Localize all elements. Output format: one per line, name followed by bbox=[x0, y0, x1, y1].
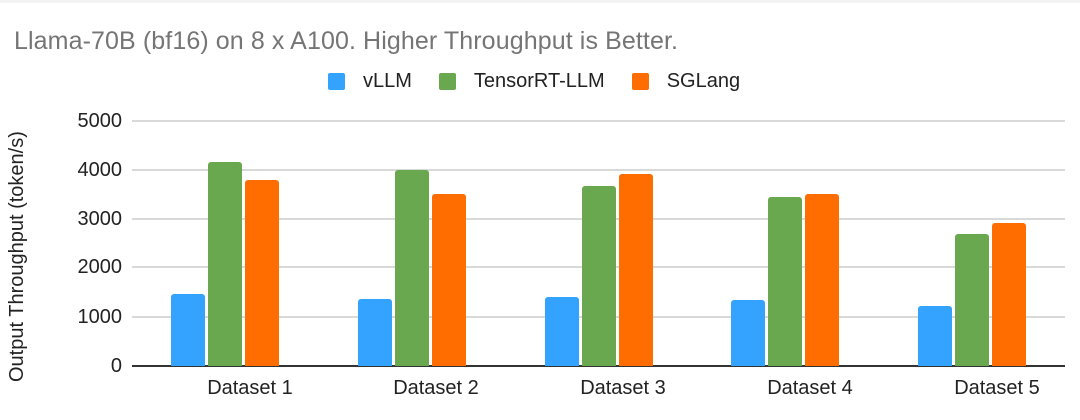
x-tick: Dataset 5 bbox=[954, 377, 1040, 399]
legend-item-tensorrt-llm[interactable]: TensorRT-LLM bbox=[438, 70, 605, 93]
x-tick: Dataset 3 bbox=[580, 377, 666, 399]
x-tick: Dataset 4 bbox=[767, 377, 853, 399]
bar-tensorrt-llm-dataset-3[interactable] bbox=[581, 186, 616, 366]
bar-vllm-dataset-2[interactable] bbox=[357, 298, 392, 366]
bar-sglang-dataset-2[interactable] bbox=[431, 194, 466, 366]
x-tick: Dataset 1 bbox=[207, 377, 293, 399]
bar-tensorrt-llm-dataset-2[interactable] bbox=[394, 170, 429, 366]
y-tick: 5000 bbox=[77, 110, 123, 132]
bar-vllm-dataset-3[interactable] bbox=[544, 296, 579, 366]
x-axis-line bbox=[132, 365, 1065, 367]
y-axis-label: Output Throughput (token/s) bbox=[6, 131, 28, 382]
bar-vllm-dataset-4[interactable] bbox=[731, 299, 766, 366]
bar-tensorrt-llm-dataset-4[interactable] bbox=[768, 196, 803, 366]
legend-swatch-tensorrt-llm bbox=[438, 73, 456, 90]
gridline bbox=[132, 169, 1065, 171]
legend-item-sglang[interactable]: SGLang bbox=[631, 70, 741, 93]
bar-tensorrt-llm-dataset-5[interactable] bbox=[954, 233, 989, 366]
bar-sglang-dataset-3[interactable] bbox=[618, 173, 653, 366]
bar-sglang-dataset-1[interactable] bbox=[245, 179, 280, 366]
legend-label: TensorRT-LLM bbox=[473, 70, 605, 92]
y-tick: 4000 bbox=[77, 159, 123, 181]
bar-sglang-dataset-4[interactable] bbox=[805, 194, 840, 366]
legend-swatch-vllm bbox=[328, 73, 345, 90]
y-tick: 3000 bbox=[77, 208, 123, 230]
bar-vllm-dataset-1[interactable] bbox=[171, 293, 206, 366]
x-tick: Dataset 2 bbox=[393, 377, 479, 399]
bar-vllm-dataset-5[interactable] bbox=[917, 306, 952, 366]
bar-sglang-dataset-5[interactable] bbox=[991, 222, 1026, 366]
legend: vLLM TensorRT-LLM SGLang bbox=[328, 70, 767, 93]
top-border bbox=[0, 0, 1080, 3]
gridline bbox=[132, 120, 1065, 122]
y-tick: 1000 bbox=[77, 306, 123, 328]
legend-item-vllm[interactable]: vLLM bbox=[328, 70, 412, 93]
bar-tensorrt-llm-dataset-1[interactable] bbox=[208, 162, 243, 366]
legend-swatch-sglang bbox=[631, 73, 649, 90]
chart-title: Llama-70B (bf16) on 8 x A100. Higher Thr… bbox=[14, 27, 679, 55]
legend-label: vLLM bbox=[363, 70, 412, 92]
legend-label: SGLang bbox=[666, 70, 741, 92]
y-tick: 2000 bbox=[77, 256, 123, 278]
y-tick: 0 bbox=[110, 355, 122, 377]
